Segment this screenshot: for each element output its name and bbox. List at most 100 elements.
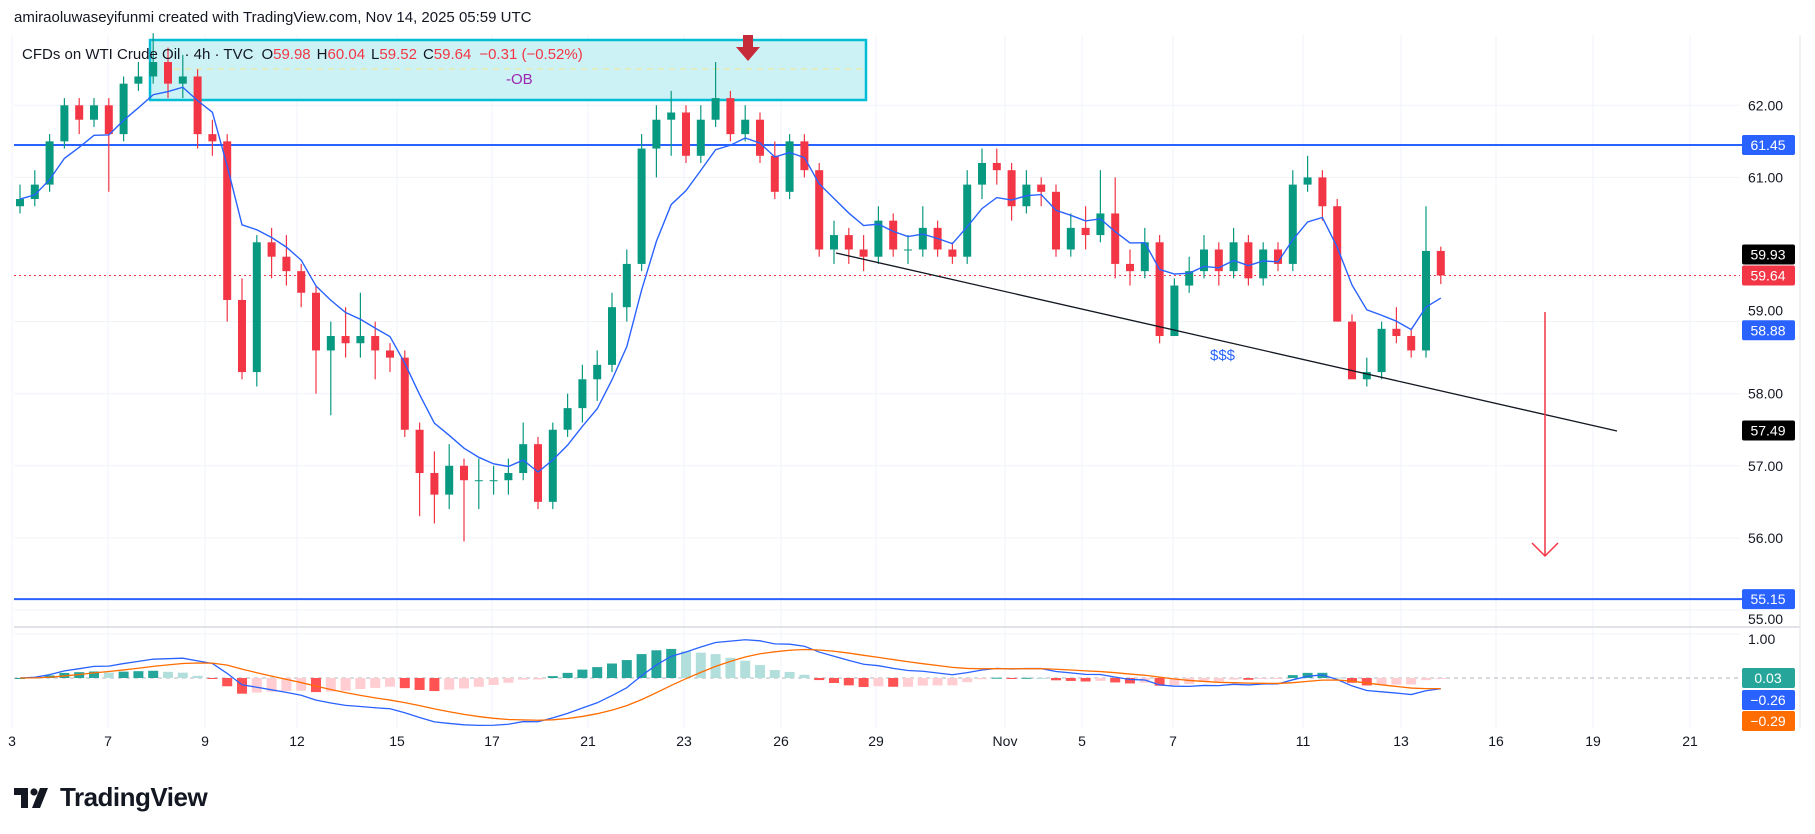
candle-body xyxy=(208,134,217,142)
candle-body xyxy=(1037,184,1046,192)
candle-body xyxy=(297,271,306,293)
candle xyxy=(1244,235,1253,286)
candle xyxy=(415,422,424,517)
candle xyxy=(282,235,291,286)
macd-value-badge xyxy=(1742,690,1795,710)
candle xyxy=(312,285,320,394)
candle xyxy=(992,148,1001,185)
candle xyxy=(208,119,217,156)
candle-body xyxy=(386,350,394,358)
tradingview-logo-icon xyxy=(14,787,48,808)
candle xyxy=(149,33,158,84)
chart-attribution: amiraoluwaseyifunmi created with Trading… xyxy=(14,9,532,26)
trendline-start-badge xyxy=(1742,244,1795,265)
macd-histogram-bar xyxy=(695,652,706,678)
macd-histogram-bar xyxy=(1199,678,1209,682)
macd-histogram-bar xyxy=(607,663,617,678)
candle-body xyxy=(904,249,912,251)
price-tick-label: 58.00 xyxy=(1748,386,1783,402)
tradingview-logo[interactable]: TradingView xyxy=(14,782,208,813)
candle xyxy=(1140,227,1149,279)
candle-body xyxy=(460,465,468,481)
candle-body xyxy=(30,184,39,200)
macd-histogram-bar xyxy=(237,678,247,694)
candle xyxy=(652,105,661,178)
candle-body xyxy=(711,98,720,120)
macd-histogram-bar xyxy=(1036,677,1047,679)
candle xyxy=(356,292,365,358)
candle-body xyxy=(252,242,261,373)
candle-body xyxy=(1362,372,1371,380)
candle-body xyxy=(770,155,779,192)
candle xyxy=(252,235,261,387)
macd-histogram-bar xyxy=(725,657,736,678)
candle-body xyxy=(356,336,365,344)
candle-body xyxy=(1407,336,1416,351)
macd-histogram-bar xyxy=(118,671,129,678)
candle-body xyxy=(1066,227,1075,250)
sell-arrow[interactable] xyxy=(1531,312,1559,558)
candle-body xyxy=(267,242,276,257)
macd-histogram-bar xyxy=(1243,678,1254,680)
candle-body xyxy=(622,263,631,308)
macd-histogram-badge xyxy=(1742,668,1795,688)
macd-histogram-bar xyxy=(577,669,588,678)
macd-histogram-bar xyxy=(740,660,751,678)
macd-histogram-bar xyxy=(340,678,351,691)
macd-histogram-bar xyxy=(533,678,543,680)
descending-trendline[interactable] xyxy=(835,252,1618,432)
macd-histogram-bar xyxy=(1376,678,1387,686)
macd-histogram-bar xyxy=(192,675,203,678)
candle xyxy=(104,98,113,192)
candle xyxy=(563,393,572,437)
trendline-end-badge xyxy=(1742,420,1795,441)
candle-body xyxy=(948,249,957,257)
level-badge-text: 61.45 xyxy=(1750,137,1785,153)
candle xyxy=(1007,162,1016,221)
macd-histogram-bar xyxy=(1125,678,1135,684)
macd-histogram-bar xyxy=(89,671,99,678)
macd-value-badge-text: −0.26 xyxy=(1750,692,1786,708)
signal-value-badge xyxy=(1742,711,1795,731)
macd-histogram-bar xyxy=(1361,678,1372,686)
candle xyxy=(267,227,276,279)
macd-histogram-bar xyxy=(281,678,292,691)
candle-body xyxy=(874,220,883,257)
candle-body xyxy=(489,480,498,482)
candle-body xyxy=(696,119,705,156)
time-tick-label: 21 xyxy=(580,733,596,749)
macd-histogram-bar xyxy=(1154,678,1165,686)
macd-pane xyxy=(14,633,1740,727)
candle-body xyxy=(312,292,320,351)
macd-histogram-bar xyxy=(903,678,913,687)
macd-histogram-bar xyxy=(636,654,647,678)
candle xyxy=(918,206,927,257)
time-tick-label: 15 xyxy=(389,733,405,749)
level-badge-text: 55.15 xyxy=(1750,591,1785,607)
time-tick-label: 29 xyxy=(868,733,884,749)
current-price-badge-text: 59.64 xyxy=(1750,267,1785,283)
time-tick-label: 3 xyxy=(8,733,16,749)
macd-histogram-bar xyxy=(784,671,795,678)
time-tick-label: 21 xyxy=(1682,733,1698,749)
candle xyxy=(578,364,587,423)
candle xyxy=(548,422,557,510)
macd-histogram-bar xyxy=(888,678,899,687)
macd-histogram-bar xyxy=(547,676,558,678)
candle-body xyxy=(1111,213,1120,264)
candle-body xyxy=(149,62,158,77)
candle-body xyxy=(90,105,98,120)
candle-body xyxy=(667,112,676,120)
macd-histogram-bar xyxy=(814,678,825,681)
macd-histogram-bar xyxy=(769,670,780,678)
candle xyxy=(593,350,602,401)
macd-histogram-bar xyxy=(473,678,484,687)
candle-body xyxy=(1185,271,1194,286)
candle xyxy=(193,69,202,149)
candle-body xyxy=(637,148,646,264)
macd-histogram-bar xyxy=(399,678,410,689)
price-axis: 62.00 61.00 59.00 58.00 57.00 56.00 55.00 61.45… xyxy=(1742,97,1795,731)
candle xyxy=(30,170,39,207)
macd-histogram-bar xyxy=(1435,678,1446,679)
